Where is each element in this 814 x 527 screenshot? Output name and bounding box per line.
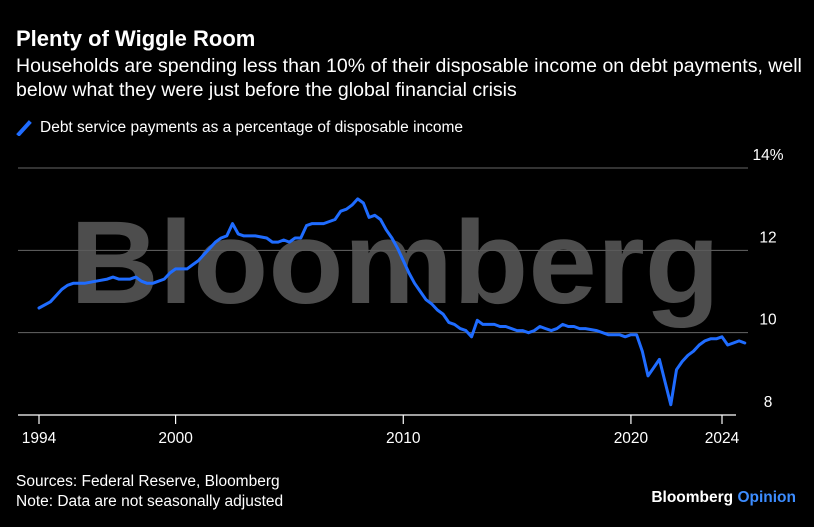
x-tick-label-1994: 1994: [22, 430, 57, 447]
legend-label: Debt service payments as a percentage of…: [40, 119, 464, 136]
bloomberg-watermark: Bloomberg: [70, 197, 720, 329]
axes: [18, 414, 736, 424]
series-line-debt-service: [37, 197, 747, 407]
footer-notes: Sources: Federal Reserve, Bloomberg Note…: [16, 472, 283, 512]
brand-name: Bloomberg: [651, 489, 734, 506]
chart-subtitle: Households are spending less than 10% of…: [16, 55, 802, 101]
y-tick-label-8: 8: [764, 394, 773, 411]
brand-suffix: Opinion: [737, 489, 796, 506]
legend-swatch: [16, 120, 32, 136]
tick-labels: 8 10 12 14% 1994 2000 2010 2020 2024: [22, 147, 784, 447]
y-tick-label-10: 10: [759, 312, 777, 329]
note-text: Note: Data are not seasonally adjusted: [16, 493, 284, 510]
legend: Debt service payments as a percentage of…: [16, 119, 463, 137]
x-tick-label-2000: 2000: [158, 430, 193, 447]
chart-title: Plenty of Wiggle Room: [16, 26, 256, 51]
brand-logo: Bloomberg Opinion: [651, 489, 796, 507]
x-tick-label-2020: 2020: [614, 430, 649, 447]
x-tick-label-2010: 2010: [386, 430, 421, 447]
sources-text: Sources: Federal Reserve, Bloomberg: [16, 473, 280, 490]
x-tick-label-2024: 2024: [705, 430, 740, 447]
grid-lines: [18, 167, 748, 334]
y-tick-label-12: 12: [759, 229, 776, 246]
y-tick-label-14: 14%: [752, 147, 783, 164]
